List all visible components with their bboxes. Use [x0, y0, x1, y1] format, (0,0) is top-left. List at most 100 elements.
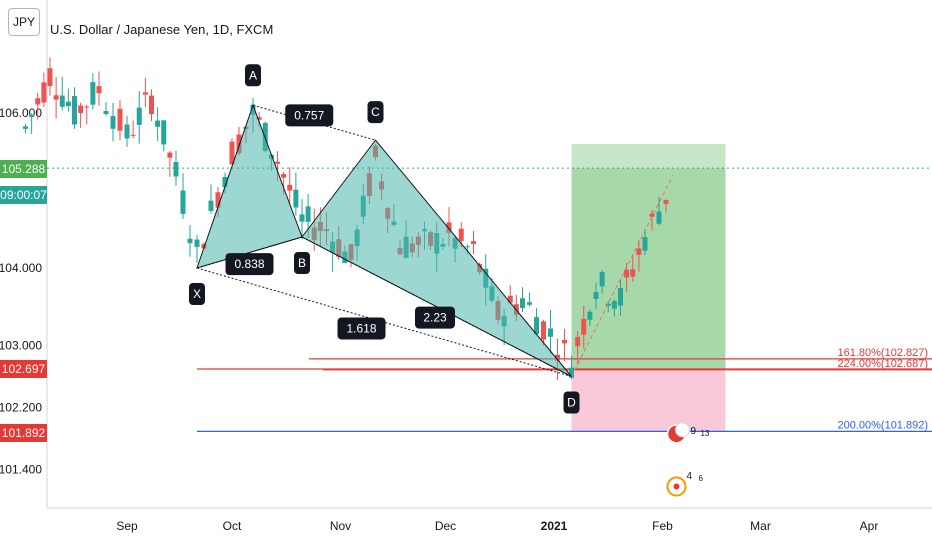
- candle-body: [59, 95, 65, 107]
- candle-body: [222, 176, 228, 188]
- pattern-point-label-box: [563, 391, 580, 414]
- ratio-label: 2.23: [423, 311, 447, 325]
- candle-body: [208, 200, 214, 211]
- x-tick-label: Mar: [750, 519, 771, 533]
- candle-body: [149, 95, 154, 115]
- candle-body: [65, 101, 71, 107]
- y-tick-label: 101.400: [0, 463, 42, 477]
- candle-body: [47, 68, 53, 87]
- y-tick-label: 106.000: [0, 106, 42, 120]
- candle-body: [605, 303, 611, 306]
- candle-body: [155, 120, 161, 127]
- jp-event-dot: [673, 483, 680, 490]
- fib-label: 161.80%(102.827): [837, 347, 928, 359]
- candle-body: [562, 339, 567, 344]
- event-count: 13: [701, 429, 710, 438]
- candle-body: [142, 92, 148, 95]
- candle-body: [599, 271, 605, 287]
- fib-label: 224.00%(102.687): [837, 358, 928, 370]
- pattern-point-label: A: [249, 68, 257, 82]
- x-tick-label: Nov: [330, 519, 351, 533]
- y-tick-label: 102.200: [0, 401, 42, 415]
- chart-title: U.S. Dollar / Japanese Yen, 1D, FXCM: [50, 22, 274, 37]
- candle-body: [618, 287, 623, 306]
- ratio-label: 1.618: [346, 321, 376, 335]
- pattern-point-label-box: [367, 101, 384, 124]
- x-tick-label: 2021: [541, 519, 568, 533]
- ratio-label-box: [225, 253, 274, 276]
- x-tick-label: Apr: [860, 519, 879, 533]
- candle-body: [593, 291, 599, 299]
- candle-body: [130, 134, 136, 136]
- pattern-point-label: C: [371, 105, 380, 119]
- candle-body: [236, 134, 242, 154]
- event-count: 4: [687, 471, 693, 482]
- candle-body: [41, 82, 47, 103]
- pattern-point-label-box: [294, 252, 310, 274]
- candle-body: [29, 114, 35, 117]
- pattern-point-label: D: [567, 396, 576, 410]
- candle-body: [611, 301, 617, 309]
- candle-body: [23, 126, 28, 129]
- candle-body: [136, 107, 142, 125]
- y-tick-label: 104.000: [0, 261, 42, 275]
- pattern-point-label: X: [193, 287, 201, 301]
- candle-body: [110, 116, 116, 129]
- pattern-dotted-line: [196, 267, 572, 377]
- ratio-label-box: [337, 317, 386, 340]
- candle-body: [287, 184, 293, 191]
- ratio-label-box: [285, 104, 334, 127]
- event-count: 6: [699, 474, 704, 483]
- x-tick-label: Dec: [435, 519, 456, 533]
- candle-body: [275, 161, 280, 164]
- candle-body: [548, 328, 553, 337]
- candle-body: [630, 269, 636, 277]
- pattern-point-label-box: [245, 64, 261, 87]
- x-tick-label: Sep: [116, 519, 138, 533]
- loss-zone: [571, 368, 726, 432]
- ratio-label: 0.838: [234, 257, 264, 271]
- candle-body: [35, 98, 41, 105]
- symbol-button[interactable]: JPY: [8, 8, 40, 36]
- candle-body: [194, 239, 200, 247]
- candle-body: [534, 317, 539, 335]
- candle-body: [520, 298, 525, 308]
- candle-body: [636, 248, 642, 255]
- candle-body: [173, 162, 179, 177]
- candle-body: [96, 86, 102, 94]
- candle-body: [161, 120, 167, 145]
- candle-body: [180, 190, 186, 214]
- pattern-point-label-box: [189, 283, 205, 305]
- projection-line: [571, 174, 674, 377]
- candle-body: [103, 111, 109, 115]
- candle-body: [53, 95, 59, 100]
- ratio-label-box: [415, 306, 455, 329]
- candle-body: [581, 318, 587, 335]
- candle-body: [507, 295, 513, 303]
- candle-body: [117, 108, 123, 131]
- fib-label: 200.00%(101.892): [837, 419, 928, 431]
- candle-body: [587, 311, 593, 320]
- ratio-label: 0.757: [294, 108, 324, 122]
- x-tick-label: Feb: [652, 519, 673, 533]
- candle-body: [624, 269, 630, 278]
- candle-body: [72, 96, 77, 125]
- candle-body: [471, 241, 476, 245]
- profit-zone: [571, 168, 726, 369]
- candle-body: [281, 174, 287, 178]
- candle-body: [124, 124, 130, 139]
- candle-body: [229, 141, 235, 165]
- event-count-badge: [675, 422, 690, 438]
- candle-body: [167, 152, 173, 158]
- event-count: 9: [691, 426, 697, 437]
- candle-body: [256, 117, 262, 120]
- candle-body: [569, 367, 574, 378]
- candle-body: [446, 222, 452, 233]
- candle-body: [305, 206, 311, 222]
- candle-body: [642, 237, 648, 251]
- pattern-point-label: B: [298, 256, 306, 270]
- level-badge-red: 102.697: [0, 360, 47, 378]
- candle-body: [78, 105, 84, 114]
